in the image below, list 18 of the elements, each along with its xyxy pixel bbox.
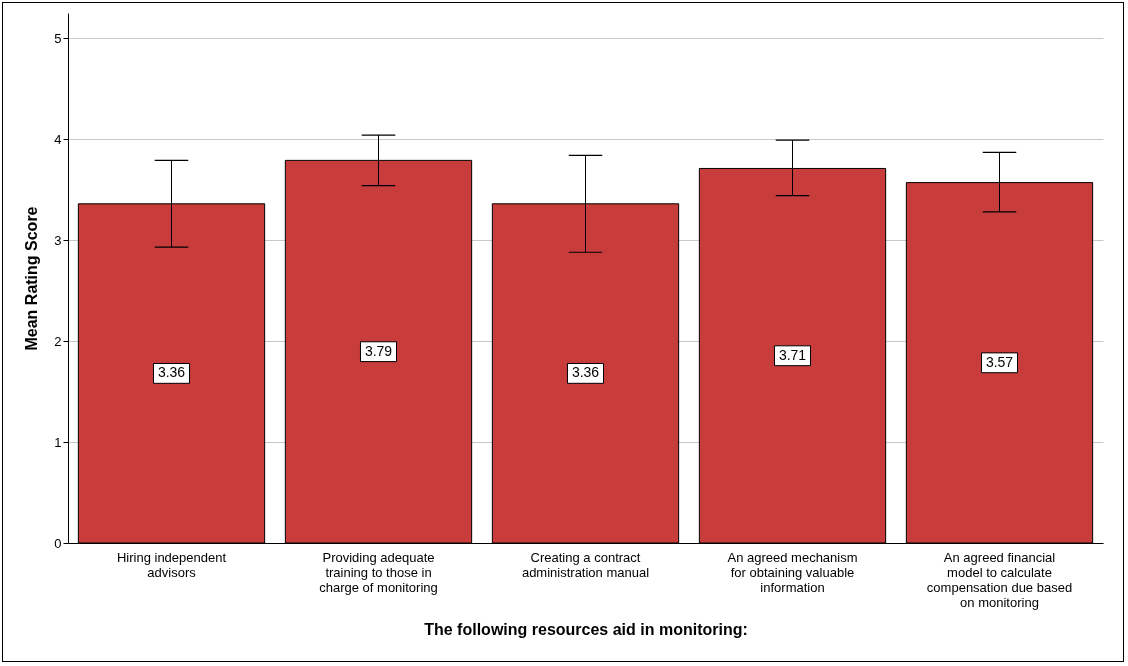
y-tick-label: 0 <box>54 535 62 551</box>
data-label: 3.57 <box>985 353 1014 370</box>
data-label: 3.36 <box>571 364 600 381</box>
data-label: 3.71 <box>778 346 807 363</box>
y-tick-label: 4 <box>54 131 62 147</box>
data-label: 3.36 <box>157 364 186 381</box>
x-axis-title: The following resources aid in monitoring: <box>424 620 748 638</box>
data-label: 3.79 <box>364 342 393 359</box>
y-axis-title: Mean Rating Score <box>23 206 41 351</box>
y-tick-label: 3 <box>54 232 62 248</box>
x-tick-label: Hiring independent advisors <box>116 549 227 580</box>
x-tick-label: An agreed financial model to calculate compensation due based on monitoring <box>926 549 1073 610</box>
y-tick-label: 5 <box>54 30 62 46</box>
x-tick-label: Creating a contract administration manual <box>521 549 650 580</box>
y-tick-label: 2 <box>54 333 62 349</box>
y-tick-label: 1 <box>54 434 62 450</box>
x-tick-label: An agreed mechanism for obtaining valuable information <box>727 549 858 595</box>
x-tick-label: Providing adequate training to those in charge of monitoring <box>319 549 438 595</box>
